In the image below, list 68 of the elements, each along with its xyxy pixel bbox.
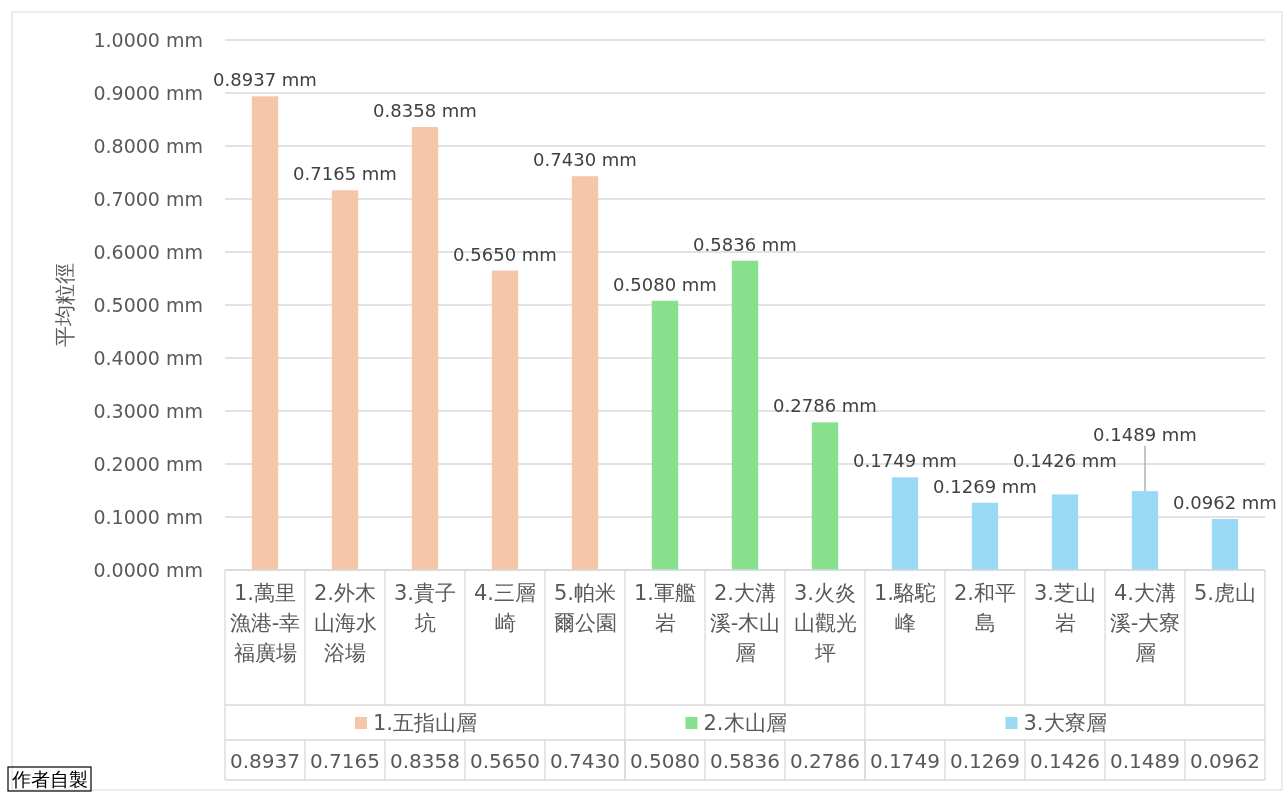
bar [1211,519,1239,570]
x-tick-label: 2.和平島 [953,581,1017,635]
x-tick-label: 3.火炎山觀光坪 [793,581,857,665]
data-label: 0.2786 mm [773,395,877,417]
text: 0.7165 [310,749,380,773]
data-label: 0.5650 mm [453,243,557,265]
text: 0.0962 [1190,749,1260,773]
y-tick-label: 0.0000 mm [93,559,203,581]
x-tick-label: 2.大溝溪-木山層 [709,581,781,665]
y-tick-label: 0.8000 mm [93,135,203,157]
text: 0.8358 [390,749,460,773]
bar [491,270,519,570]
x-tick-label: 2.外木山海水浴場 [313,581,377,665]
text: 0.5080 [630,749,700,773]
text: 0.7430 [550,749,620,773]
data-label: 0.5836 mm [693,233,797,255]
data-label: 0.5080 mm [613,273,717,295]
bar [1051,494,1079,570]
data-label: 0.7165 mm [293,163,397,185]
data-label: 0.1269 mm [933,475,1037,497]
x-tick-label: 3.貴子坑 [393,581,457,635]
y-axis-title: 平均粒徑 [53,263,77,347]
data-label: 0.0962 mm [1173,492,1277,514]
legend-label: 2.木山層 [703,711,787,735]
bar [251,96,279,570]
legend-label: 1.五指山層 [372,711,478,735]
legend-label: 3.大寮層 [1023,711,1107,735]
x-tick-label: 4.三層崎 [473,581,537,635]
x-tick-label: 4.大溝溪-大寮層 [1109,581,1181,665]
bar [811,422,839,570]
data-label: 0.8937 mm [213,69,317,91]
bar [891,477,919,570]
text: 0.5650 [470,749,540,773]
y-tick-label: 0.7000 mm [93,188,203,210]
y-tick-label: 1.0000 mm [93,29,203,51]
text: 0.2786 [790,749,860,773]
data-label: 0.1749 mm [853,450,957,472]
data-label: 0.7430 mm [533,149,637,171]
bar [651,300,679,570]
y-tick-label: 0.3000 mm [93,400,203,422]
x-tick-label: 3.芝山岩 [1033,581,1097,635]
bar [1131,491,1159,570]
data-label: 0.8358 mm [373,100,477,122]
bar [731,260,759,570]
y-tick-label: 0.4000 mm [93,347,203,369]
data-label: 0.1489 mm [1093,423,1197,445]
y-tick-label: 0.6000 mm [93,241,203,263]
bar [331,190,359,570]
x-tick-label: 5.帕米爾公園 [553,581,617,635]
bar [571,176,599,570]
text: 0.1426 [1030,749,1100,773]
text: 0.5836 [710,749,780,773]
y-tick-label: 0.9000 mm [93,82,203,104]
text: 0.8937 [230,749,300,773]
text: 0.1269 [950,749,1020,773]
text: 0.1489 [1110,749,1180,773]
y-tick-label: 0.1000 mm [93,506,203,528]
x-tick-label: 1.駱駝峰 [873,581,937,635]
y-tick-label: 0.2000 mm [93,453,203,475]
y-tick-label: 0.5000 mm [93,294,203,316]
bar [971,502,999,570]
x-tick-label: 1.軍艦岩 [633,581,697,635]
x-tick-label: 1.萬里漁港-幸福廣場 [229,581,301,665]
x-tick-label: 5.虎山 [1193,581,1257,605]
bar [411,127,439,570]
text: 作者自製 [11,768,88,790]
data-label: 0.1426 mm [1013,449,1117,471]
text: 0.1749 [870,749,940,773]
